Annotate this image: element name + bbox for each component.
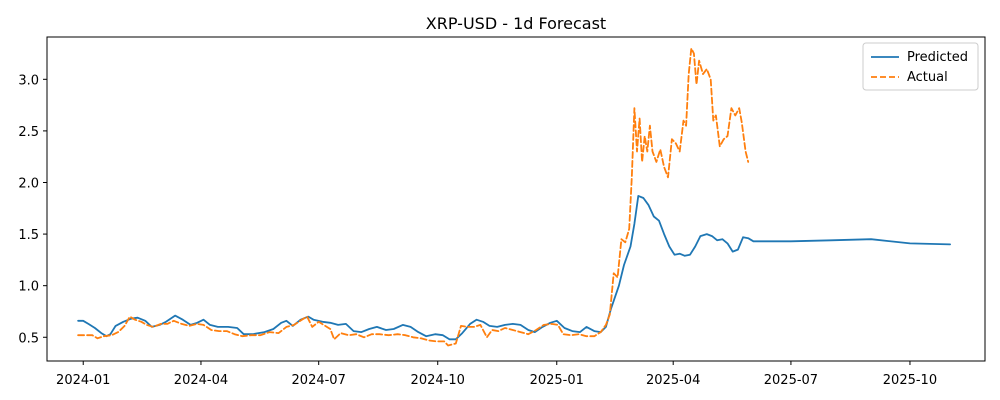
y-axis: 0.5 1.0 1.5 2.0 2.5 3.0 <box>18 73 47 346</box>
x-tick-label: 2024-07 <box>292 373 346 388</box>
x-axis: 2024-01 2024-04 2024-07 2024-10 2025-01 2025-… <box>56 361 937 388</box>
y-tick-label: 2.5 <box>18 125 39 140</box>
x-tick-label: 2025-01 <box>530 373 584 388</box>
x-tick-label: 2024-04 <box>174 373 228 388</box>
x-tick-label: 2025-07 <box>764 373 818 388</box>
series-line-actual <box>77 47 750 347</box>
x-tick-label: 2024-10 <box>411 373 465 388</box>
plot-area <box>46 36 986 362</box>
y-tick-label: 2.0 <box>18 176 39 191</box>
legend-label-actual: Actual <box>907 70 948 85</box>
x-tick-label: 2024-01 <box>56 373 110 388</box>
legend: Predicted Actual <box>862 42 979 91</box>
legend-label-predicted: Predicted <box>907 50 968 65</box>
legend-box <box>862 42 979 91</box>
chart-title: XRP-USD - 1d Forecast <box>426 14 606 33</box>
y-tick-label: 3.0 <box>18 73 39 88</box>
y-tick-label: 1.5 <box>18 228 39 243</box>
series-group <box>77 47 951 347</box>
x-tick-label: 2025-10 <box>883 373 937 388</box>
plot-frame <box>46 36 986 362</box>
x-tick-label: 2025-04 <box>646 373 700 388</box>
y-tick-label: 1.0 <box>18 280 39 295</box>
y-tick-label: 0.5 <box>18 331 39 346</box>
